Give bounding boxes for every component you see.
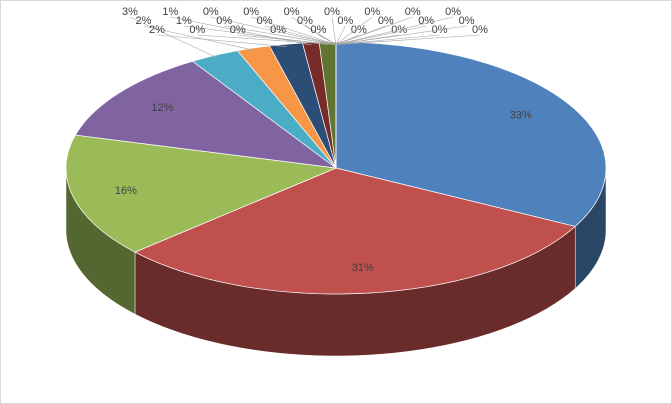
leader-line — [210, 16, 337, 45]
slice — [335, 41, 607, 227]
data-label: 0% — [311, 24, 327, 36]
data-label: 0% — [378, 15, 394, 27]
data-label: 0% — [297, 15, 313, 27]
leader-line — [318, 34, 337, 45]
leader-line — [335, 16, 413, 45]
leader-line — [335, 16, 454, 45]
data-label: 0% — [257, 15, 273, 27]
data-label: 0% — [405, 6, 421, 18]
data-label: 0% — [270, 24, 286, 36]
data-label: 33% — [510, 110, 532, 122]
data-label: 0% — [445, 6, 461, 18]
leader-line — [143, 25, 256, 51]
data-label: 1% — [176, 15, 192, 27]
data-label: 0% — [216, 15, 232, 27]
slice — [134, 167, 576, 295]
leader-line — [335, 25, 467, 45]
data-label: 2% — [136, 15, 152, 27]
data-label: 3% — [122, 6, 138, 18]
data-label: 0% — [364, 6, 380, 18]
data-label: 2% — [149, 24, 165, 36]
leader-line — [278, 34, 337, 45]
data-label: 31% — [352, 262, 374, 274]
data-label: 0% — [243, 6, 259, 18]
data-label: 0% — [337, 15, 353, 27]
slice — [65, 134, 338, 253]
data-label: 0% — [230, 24, 246, 36]
leader-line — [335, 25, 346, 45]
data-label: 12% — [151, 102, 173, 114]
leader-line — [197, 34, 337, 45]
leader-line — [251, 16, 337, 45]
data-label: 1% — [162, 6, 178, 18]
leader-line — [331, 16, 337, 45]
leader-line — [237, 34, 337, 45]
data-label: 0% — [324, 6, 340, 18]
data-label: 0% — [284, 6, 300, 18]
data-label: 0% — [418, 15, 434, 27]
leader-line — [264, 25, 337, 45]
data-label: 0% — [189, 24, 205, 36]
leader-line — [335, 25, 427, 45]
data-label: 0% — [472, 24, 488, 36]
data-label: 0% — [351, 24, 367, 36]
leader-line — [129, 16, 218, 58]
leader-line — [335, 16, 373, 45]
leader-line — [170, 16, 312, 46]
data-label: 16% — [115, 185, 137, 197]
leader-line — [335, 34, 481, 45]
slice — [74, 60, 338, 169]
leader-line — [335, 34, 440, 45]
data-label: 0% — [203, 6, 219, 18]
data-label: 0% — [459, 15, 475, 27]
leader-line — [156, 34, 287, 47]
